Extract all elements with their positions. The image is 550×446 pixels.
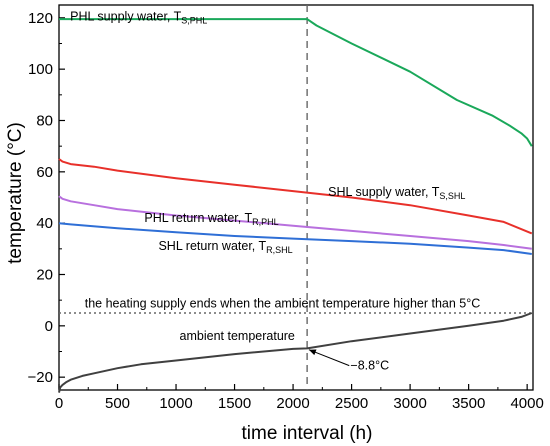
y-axis-title: temperature (°C) xyxy=(5,122,26,264)
annotation-arrowhead xyxy=(308,349,317,356)
x-tick-label: 500 xyxy=(105,395,130,412)
y-tick-label: 0 xyxy=(45,318,53,335)
label-shl-return: SHL return water, TR,SHL xyxy=(158,239,292,255)
x-tick-label: 1500 xyxy=(218,395,251,412)
series-line-shl-return-water-t-r-shl xyxy=(58,222,532,255)
label-phl-supply: PHL supply water, TS,PHL xyxy=(70,9,207,25)
series-line-phl-return-water-t-r-phl xyxy=(58,195,532,250)
y-tick-label: −20 xyxy=(28,369,53,386)
x-tick-label: 3500 xyxy=(452,395,485,412)
y-tick-label: 20 xyxy=(36,267,53,284)
label-phl-return: PHL return water, TR,PHL xyxy=(144,211,278,227)
y-tick-label: 80 xyxy=(36,113,53,130)
series-line-phl-supply-water-t-s-phl xyxy=(59,18,533,147)
y-tick-label: 40 xyxy=(36,215,53,232)
x-tick-label: 2500 xyxy=(335,395,368,412)
x-tick-label: 2000 xyxy=(276,395,309,412)
y-tick-label: 60 xyxy=(36,164,53,181)
label-shl-supply: SHL supply water, TS,SHL xyxy=(328,185,465,201)
label-min-temperature: −8.8°C xyxy=(350,358,389,372)
label-heating-supply-end: the heating supply ends when the ambient… xyxy=(85,296,481,310)
x-tick-label: 0 xyxy=(55,395,63,412)
series-lines xyxy=(58,18,533,393)
x-tick-label: 4000 xyxy=(510,395,543,412)
y-tick-label: 120 xyxy=(28,10,53,27)
axes: 0 500 1000 1500 2000 2500 3000 3500 4000−2002040… xyxy=(28,4,544,412)
y-tick-label: 100 xyxy=(28,61,53,78)
x-axis-title: time interval (h) xyxy=(242,423,373,444)
series-line-shl-supply-water-t-s-shl xyxy=(58,158,533,235)
annotations: PHL supply water, TS,PHL SHL supply water… xyxy=(70,9,480,372)
label-ambient-temperature: ambient temperature xyxy=(180,329,295,343)
annotation-arrow-line xyxy=(308,349,350,367)
reference-lines xyxy=(59,5,533,390)
x-tick-label: 3000 xyxy=(393,395,426,412)
x-tick-label: 1000 xyxy=(159,395,192,412)
series-line-ambient-temperature xyxy=(58,312,533,393)
